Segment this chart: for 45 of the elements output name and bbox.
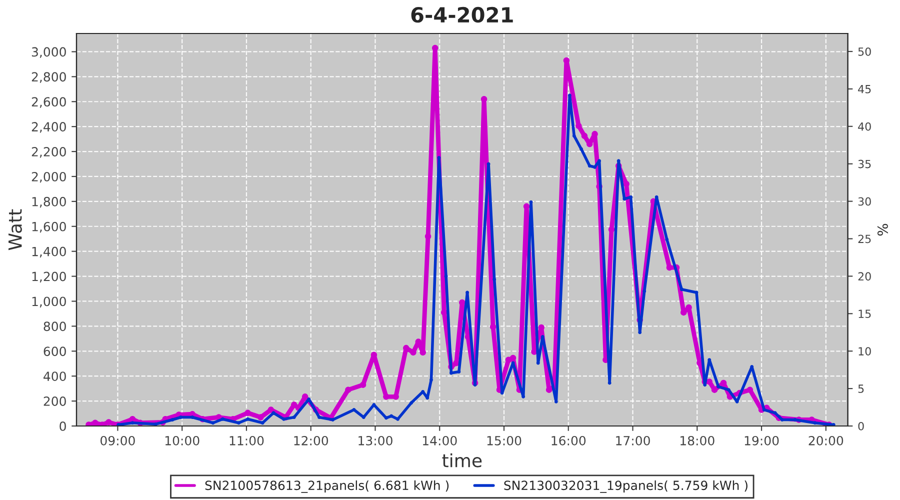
x-tick-label: 17:00 <box>616 436 650 446</box>
y2-tick-label: 5 <box>858 384 864 393</box>
x-tick-label: 14:00 <box>422 436 457 446</box>
y-tick-label: 2,000 <box>32 172 66 183</box>
y-tick-label: 0 <box>60 421 66 431</box>
x-tick-label: 11:00 <box>230 436 264 446</box>
y2-tick-label: 40 <box>858 122 871 131</box>
x-tick-label: 20:00 <box>808 436 844 446</box>
y2-tick-label: 10 <box>858 347 871 356</box>
y-tick-label: 2,200 <box>32 146 66 158</box>
y-tick-label: 800 <box>44 322 66 332</box>
x-tick-label: 19:00 <box>744 436 779 446</box>
y2-tick-label: 50 <box>858 47 871 56</box>
y2-tick-label: 45 <box>858 85 871 94</box>
y2-tick-label: 35 <box>858 160 871 168</box>
y-tick-label: 1,600 <box>32 222 66 233</box>
x-tick-label: 18:00 <box>680 436 714 446</box>
legend-label: SN2130032031_19panels( 5.759 kWh ) <box>504 480 748 493</box>
y-tick-label: 2,400 <box>32 122 66 133</box>
y-axis-title: Watt <box>8 209 22 250</box>
x-tick-label: 09:00 <box>100 436 135 446</box>
chart-title: 6-4-2021 <box>411 6 513 23</box>
y2-tick-label: 15 <box>858 310 871 318</box>
x-tick-label: 12:00 <box>294 436 328 446</box>
x-tick-label: 13:00 <box>358 436 392 446</box>
y-tick-label: 400 <box>44 372 66 382</box>
y-tick-label: 1,200 <box>32 272 66 282</box>
x-tick-label: 16:00 <box>552 436 586 446</box>
x-tick-label: 15:00 <box>487 436 522 446</box>
y2-tick-label: 25 <box>858 234 871 244</box>
y2-tick-label: 30 <box>858 197 871 206</box>
y-tick-label: 1,800 <box>32 196 66 208</box>
y-tick-label: 600 <box>44 346 66 356</box>
x-axis-title: time <box>442 453 482 468</box>
x-tick-label: 10:00 <box>165 436 200 446</box>
y-tick-label: 2,600 <box>32 97 66 108</box>
y2-tick-label: 20 <box>858 272 871 281</box>
y2-axis-title: % <box>877 224 888 236</box>
y-tick-label: 3,000 <box>32 47 66 58</box>
y-tick-label: 2,800 <box>32 72 66 83</box>
legend-label: SN2100578613_21panels( 6.681 kWh ) <box>205 480 449 493</box>
y-tick-label: 200 <box>44 396 66 406</box>
y-tick-label: 1,400 <box>32 246 66 258</box>
y2-tick-label: 0 <box>858 422 864 430</box>
y-tick-label: 1,000 <box>32 296 66 308</box>
